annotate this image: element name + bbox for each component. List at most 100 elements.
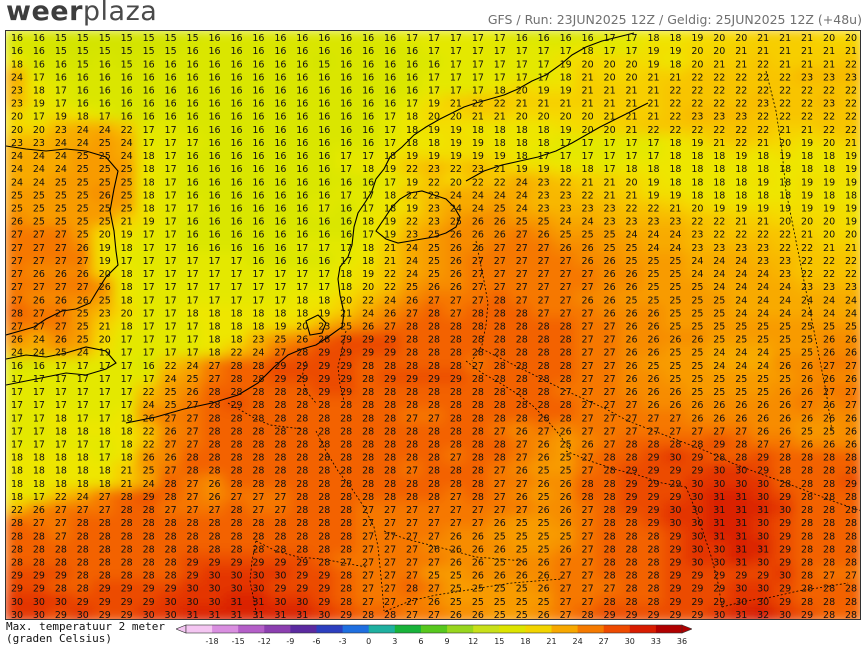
- weerplaza-logo[interactable]: weerplaza: [6, 0, 157, 27]
- temperature-cell: [750, 212, 777, 230]
- temperature-value: 17: [582, 151, 594, 162]
- temperature-cell: [728, 94, 755, 112]
- temperature-cell: [201, 435, 228, 453]
- temperature-value: 27: [428, 584, 440, 595]
- temperature-value: 30: [757, 558, 769, 569]
- temperature-value: 17: [560, 138, 572, 149]
- temperature-value: 23: [406, 230, 418, 241]
- temperature-cell: [684, 461, 711, 479]
- temperature-value: 28: [823, 531, 835, 542]
- temperature-value: 26: [538, 558, 550, 569]
- temperature-value: 25: [450, 597, 462, 608]
- temperature-value: 30: [691, 558, 703, 569]
- temperature-cell: [113, 396, 140, 414]
- temperature-value: 17: [318, 282, 330, 293]
- temperature-value: 28: [362, 440, 374, 451]
- temperature-cell: [355, 251, 382, 269]
- temperature-value: 17: [208, 269, 220, 280]
- temperature-value: 25: [801, 426, 813, 437]
- temperature-value: 20: [625, 59, 637, 70]
- temperature-value: 16: [55, 59, 67, 70]
- temperature-cell: [157, 238, 184, 256]
- temperature-cell: [508, 448, 535, 466]
- temperature-value: 22: [735, 72, 747, 83]
- temperature-cell: [596, 278, 623, 296]
- temperature-value: 29: [669, 584, 681, 595]
- temperature-value: 26: [33, 269, 45, 280]
- temperature-value: 31: [252, 610, 264, 620]
- temperature-value: 28: [384, 440, 396, 451]
- temperature-value: 28: [538, 322, 550, 333]
- temperature-cell: [662, 147, 689, 165]
- temperature-value: 17: [384, 138, 396, 149]
- temperature-value: 17: [165, 190, 177, 201]
- temperature-cell: [47, 147, 74, 165]
- temperature-value: 28: [801, 518, 813, 529]
- temperature-cell: [750, 317, 777, 335]
- temperature-cell: [640, 291, 667, 309]
- temperature-cell: [245, 186, 272, 204]
- temperature-value: 22: [713, 72, 725, 83]
- temperature-value: 28: [494, 453, 506, 464]
- temperature-cell: [838, 291, 860, 309]
- temperature-cell: [355, 317, 382, 335]
- temperature-value: 27: [516, 479, 528, 490]
- temperature-cell: [838, 225, 860, 243]
- temperature-cell: [618, 369, 645, 387]
- temperature-cell: [421, 304, 447, 322]
- temperature-value: 16: [274, 72, 286, 83]
- temperature-cell: [355, 356, 382, 374]
- temperature-value: 17: [99, 440, 111, 451]
- temperature-value: 27: [472, 518, 484, 529]
- temperature-cell: [421, 291, 447, 309]
- temperature-cell: [6, 304, 30, 322]
- temperature-value: 28: [428, 426, 440, 437]
- temperature-value: 28: [801, 492, 813, 503]
- temperature-value: 24: [121, 151, 133, 162]
- temperature-value: 27: [384, 597, 396, 608]
- temperature-cell: [443, 81, 469, 99]
- temperature-value: 25: [735, 374, 747, 385]
- temperature-value: 28: [823, 610, 835, 620]
- temperature-value: 28: [384, 453, 396, 464]
- temperature-cell: [355, 383, 382, 401]
- temperature-cell: [596, 225, 623, 243]
- temperature-value: 17: [165, 295, 177, 306]
- temperature-value: 25: [779, 348, 791, 359]
- temperature-value: 29: [757, 466, 769, 477]
- temperature-value: 17: [340, 243, 352, 254]
- temperature-value: 16: [230, 46, 242, 57]
- temperature-value: 29: [274, 361, 286, 372]
- temperature-value: 28: [296, 400, 308, 411]
- temperature-value: 27: [538, 269, 550, 280]
- temperature-cell: [355, 396, 382, 414]
- temperature-value: 23: [713, 112, 725, 123]
- temperature-value: 20: [713, 33, 725, 44]
- temperature-value: 24: [143, 479, 155, 490]
- temperature-value: 26: [165, 453, 177, 464]
- temperature-value: 28: [428, 308, 440, 319]
- temperature-value: 30: [713, 558, 725, 569]
- temperature-cell: [443, 330, 469, 348]
- temperature-cell: [157, 278, 184, 296]
- temperature-value: 27: [428, 413, 440, 424]
- temperature-value: 27: [33, 230, 45, 241]
- temperature-value: 25: [428, 230, 440, 241]
- temperature-value: 18: [428, 138, 440, 149]
- temperature-value: 30: [77, 610, 89, 620]
- temperature-value: 28: [472, 348, 484, 359]
- temperature-value: 27: [560, 597, 572, 608]
- temperature-value: 27: [647, 413, 659, 424]
- temperature-cell: [421, 383, 447, 401]
- temperature-value: 15: [55, 46, 67, 57]
- temperature-cell: [267, 409, 294, 427]
- temperature-value: 31: [274, 610, 286, 620]
- temperature-cell: [421, 81, 447, 99]
- temperature-value: 17: [274, 282, 286, 293]
- temperature-value: 26: [538, 584, 550, 595]
- temperature-cell: [421, 147, 447, 165]
- temperature-cell: [706, 173, 733, 191]
- temperature-value: 22: [735, 138, 747, 149]
- temperature-cell: [6, 435, 30, 453]
- temperature-value: 28: [296, 544, 308, 555]
